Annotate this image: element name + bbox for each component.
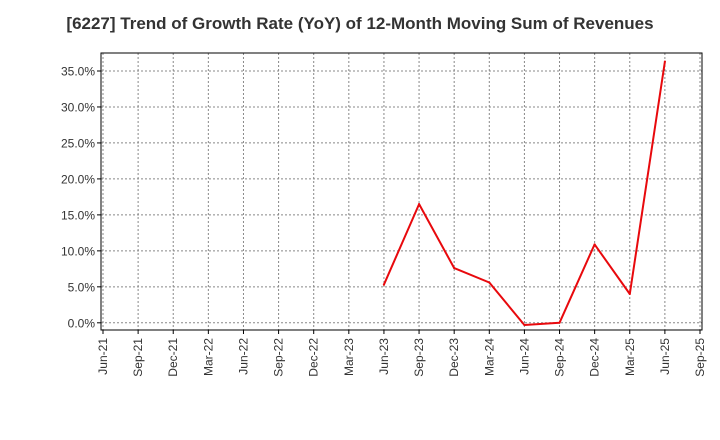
x-tick-label: Sep-22: [272, 338, 286, 377]
y-tick-label: 25.0%: [61, 136, 95, 150]
data-point: [418, 203, 421, 206]
x-tick-label: Jun-25: [658, 338, 672, 375]
x-tick-label: Dec-22: [307, 338, 321, 377]
y-tick-label: 0.0%: [68, 316, 96, 330]
data-point: [382, 283, 385, 286]
data-point: [488, 281, 491, 284]
x-tick-label: Jun-23: [377, 338, 391, 375]
x-tick-label: Dec-23: [447, 338, 461, 377]
data-point: [628, 293, 631, 296]
x-tick-label: Mar-23: [342, 338, 356, 376]
x-tick-label: Sep-24: [553, 338, 567, 377]
series-layer: [382, 60, 666, 326]
chart-title: [6227] Trend of Growth Rate (YoY) of 12-…: [66, 14, 654, 33]
x-tick-label: Mar-24: [482, 338, 496, 376]
y-tick-label: 5.0%: [68, 280, 96, 294]
x-tick-label: Jun-24: [517, 338, 531, 375]
x-tick-label: Mar-25: [623, 338, 637, 376]
x-tick-label: Sep-25: [693, 338, 707, 377]
y-axis: 0.0% 5.0% 10.0% 15.0% 20.0% 25.0% 30.0% 35.0%: [61, 64, 101, 330]
x-tick-label: Dec-21: [166, 338, 180, 377]
x-tick-label: Jun-21: [96, 338, 110, 375]
plot-frame: [100, 52, 703, 331]
y-tick-label: 30.0%: [61, 100, 95, 114]
data-point: [523, 323, 526, 326]
x-tick-label: Mar-22: [201, 338, 215, 376]
x-tick-label: Sep-21: [131, 338, 145, 377]
data-point: [453, 267, 456, 270]
data-point: [558, 321, 561, 324]
grid: [101, 53, 702, 330]
y-tick-label: 10.0%: [61, 244, 95, 258]
y-tick-label: 15.0%: [61, 208, 95, 222]
x-axis: Jun-21 Sep-21 Dec-21 Mar-22 Jun-22 Sep-22 Dec-…: [96, 330, 707, 377]
x-tick-label: Jun-22: [236, 338, 250, 375]
x-tick-label: Sep-23: [412, 338, 426, 377]
y-tick-label: 20.0%: [61, 172, 95, 186]
data-point: [663, 60, 666, 63]
y-tick-label: 35.0%: [61, 64, 95, 78]
data-point: [593, 243, 596, 246]
x-tick-label: Dec-24: [588, 338, 602, 377]
